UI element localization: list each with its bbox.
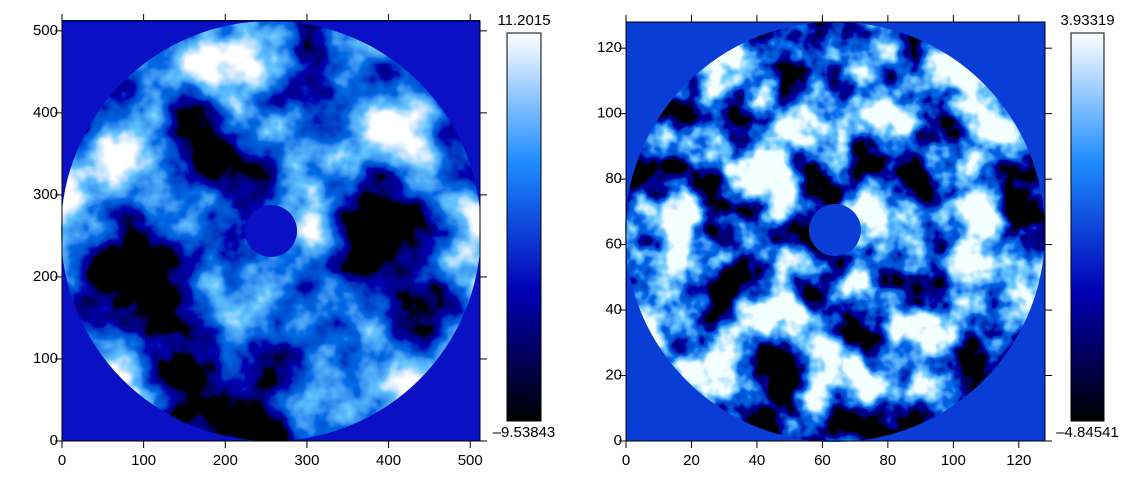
- x-tick-label: 0: [622, 452, 630, 469]
- x-tick-label: 500: [458, 452, 483, 469]
- colorbar-label: 3.93319: [1060, 12, 1114, 29]
- x-tick-label: 200: [213, 452, 238, 469]
- colorbar: [506, 32, 542, 422]
- x-tick-label: 0: [58, 452, 66, 469]
- x-tick-label: 100: [941, 452, 966, 469]
- x-tick-label: 100: [131, 452, 156, 469]
- x-tick-label: 40: [749, 452, 766, 469]
- y-tick-label: 80: [605, 170, 622, 187]
- y-tick-label: 40: [605, 301, 622, 318]
- y-tick-label: 0: [614, 432, 622, 449]
- y-tick-label: 0: [50, 432, 58, 449]
- y-tick-label: 60: [605, 236, 622, 253]
- colorbar: [1070, 32, 1105, 422]
- colorbar-label: 11.2015: [497, 12, 550, 29]
- x-tick-label: 20: [683, 452, 700, 469]
- image: [61, 20, 481, 441]
- y-tick-label: 500: [33, 22, 58, 39]
- y-tick-label: 100: [33, 350, 58, 367]
- plot-frame: [61, 20, 481, 442]
- x-tick-label: 60: [814, 452, 831, 469]
- y-tick-label: 120: [597, 39, 622, 56]
- y-tick-label: 400: [33, 104, 58, 121]
- obscuration: [245, 205, 297, 257]
- y-tick-label: 300: [33, 186, 58, 203]
- x-tick-label: 80: [880, 452, 897, 469]
- x-tick-label: 300: [294, 452, 319, 469]
- plot-frame: [625, 21, 1046, 442]
- y-tick-label: 200: [33, 268, 58, 285]
- x-tick-label: 120: [1006, 452, 1031, 469]
- y-tick-label: 100: [597, 105, 622, 122]
- colorbar-label: –4.84541: [1056, 424, 1119, 441]
- obscuration: [809, 204, 861, 256]
- x-tick-label: 400: [376, 452, 401, 469]
- colorbar-label: –9.53843: [493, 424, 556, 441]
- image: [625, 22, 1045, 442]
- y-tick-label: 20: [605, 367, 622, 384]
